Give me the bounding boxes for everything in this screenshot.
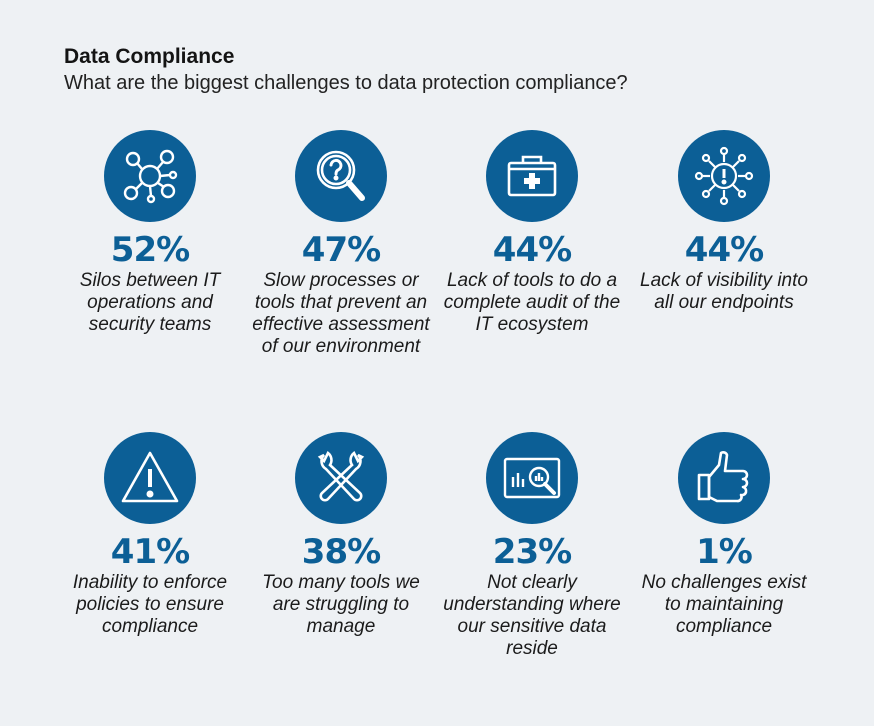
stat-item-slow-processes: 47% Slow processes or tools that prevent… <box>241 130 441 358</box>
stat-percent: 47% <box>301 230 381 270</box>
stat-item-too-many-tools: 38% Too many tools we are struggling to … <box>241 432 441 638</box>
magnifier-question-icon <box>295 130 387 222</box>
stat-description: Silos between IT operations and security… <box>79 270 221 335</box>
network-nodes-icon <box>104 130 196 222</box>
stat-item-lack-of-tools: 44% Lack of tools to do a complete audit… <box>432 130 632 336</box>
stat-percent: 1% <box>696 532 753 572</box>
stat-item-sensitive-data: 23% Not clearly understanding where our … <box>432 432 632 660</box>
stat-description: Not clearly understanding where our sens… <box>443 572 621 659</box>
stat-item-silos: 52% Silos between IT operations and secu… <box>50 130 250 336</box>
stat-percent: 44% <box>684 230 764 270</box>
stat-percent: 41% <box>110 532 190 572</box>
stat-description: Lack of visibility into all our endpoint… <box>640 270 808 313</box>
stat-description: Lack of tools to do a complete audit of … <box>443 270 621 335</box>
stat-item-no-challenges: 1% No challenges exist to maintaining co… <box>624 432 824 638</box>
stat-item-visibility: 44% Lack of visibility into all our endp… <box>624 130 824 314</box>
stat-description: Inability to enforce policies to ensure … <box>72 572 228 637</box>
stat-description: Slow processes or tools that prevent an … <box>252 270 430 357</box>
page-title: Data Compliance <box>64 45 235 68</box>
header: Data Compliance What are the biggest cha… <box>64 44 844 96</box>
stat-description: Too many tools we are struggling to mana… <box>262 572 420 637</box>
alert-network-icon <box>678 130 770 222</box>
stat-percent: 44% <box>492 230 572 270</box>
thumbs-up-icon <box>678 432 770 524</box>
stat-percent: 38% <box>301 532 381 572</box>
toolbox-icon <box>486 130 578 222</box>
stat-item-enforce-policies: 41% Inability to enforce policies to ens… <box>50 432 250 638</box>
stat-description: No challenges exist to maintaining compl… <box>641 572 807 637</box>
chart-magnifier-icon <box>486 432 578 524</box>
stat-percent: 23% <box>492 532 572 572</box>
stat-percent: 52% <box>110 230 190 270</box>
page-subtitle: What are the biggest challenges to data … <box>64 72 628 94</box>
warning-triangle-icon <box>104 432 196 524</box>
crossed-wrenches-icon <box>295 432 387 524</box>
